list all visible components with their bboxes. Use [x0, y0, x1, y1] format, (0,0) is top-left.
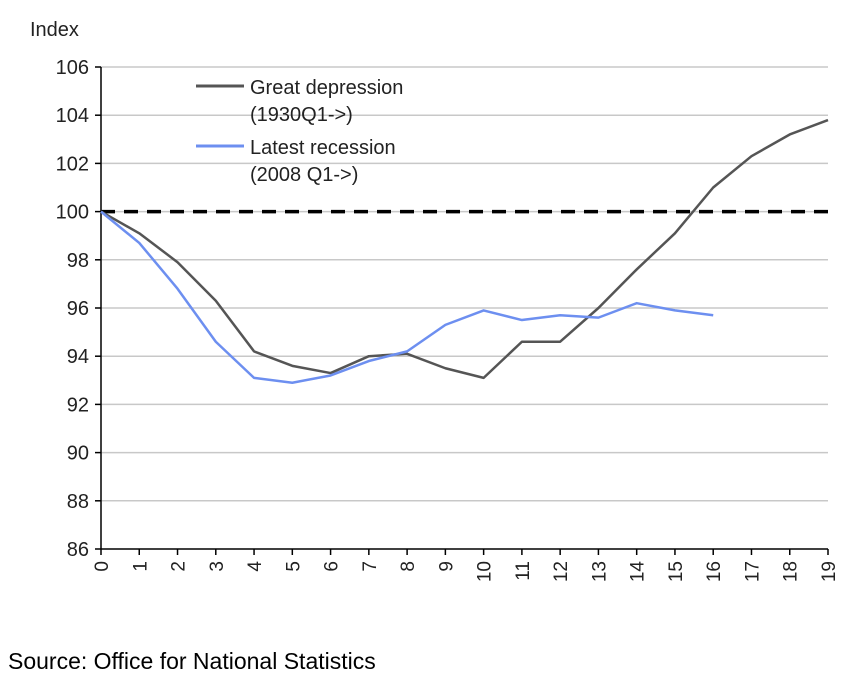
y-tick-label: 98 [67, 250, 89, 272]
x-tick-label: 18 [781, 561, 802, 582]
legend-label: Great depression [250, 77, 403, 99]
series-line-latest-recession [100, 210, 714, 384]
x-tick-label: 4 [245, 561, 266, 572]
x-tick-label: 13 [589, 561, 610, 582]
x-tick-label: 15 [666, 561, 687, 582]
y-tick-label: 96 [67, 298, 89, 320]
x-tick-label: 7 [360, 561, 381, 572]
y-tick-label: 94 [67, 346, 89, 368]
y-tick-label: 90 [67, 443, 89, 465]
x-tick-label: 16 [704, 561, 725, 582]
x-tick-label: 6 [322, 561, 343, 572]
source-note: Source: Office for National Statistics [8, 648, 376, 674]
legend-label: (1930Q1->) [250, 104, 353, 126]
x-tick-label: 19 [819, 561, 840, 582]
x-tick-label: 9 [436, 561, 457, 572]
x-tick-label: 1 [130, 561, 151, 572]
y-tick-label: 100 [56, 202, 89, 224]
x-tick-label: 10 [475, 561, 496, 582]
legend-label: Latest recession [250, 137, 396, 159]
legend-label: (2008 Q1->) [250, 164, 358, 186]
y-tick-label: 86 [67, 539, 89, 561]
y-tick-label: 88 [67, 491, 89, 513]
x-tick-label: 5 [283, 561, 304, 572]
y-tick-label: 104 [56, 105, 89, 127]
series-line-great-depression [100, 118, 829, 380]
y-tick-label: 102 [56, 153, 89, 175]
y-tick-label: 106 [56, 57, 89, 79]
x-tick-label: 17 [742, 561, 763, 582]
x-tick-label: 2 [169, 561, 190, 572]
x-tick-label: 0 [92, 561, 113, 572]
x-tick-label: 11 [513, 561, 534, 581]
y-axis-label: Index [30, 19, 79, 41]
x-tick-label: 12 [551, 561, 572, 582]
x-tick-label: 14 [628, 561, 649, 583]
y-tick-label: 92 [67, 394, 89, 416]
x-tick-label: 3 [207, 561, 228, 572]
x-tick-label: 8 [398, 561, 419, 572]
